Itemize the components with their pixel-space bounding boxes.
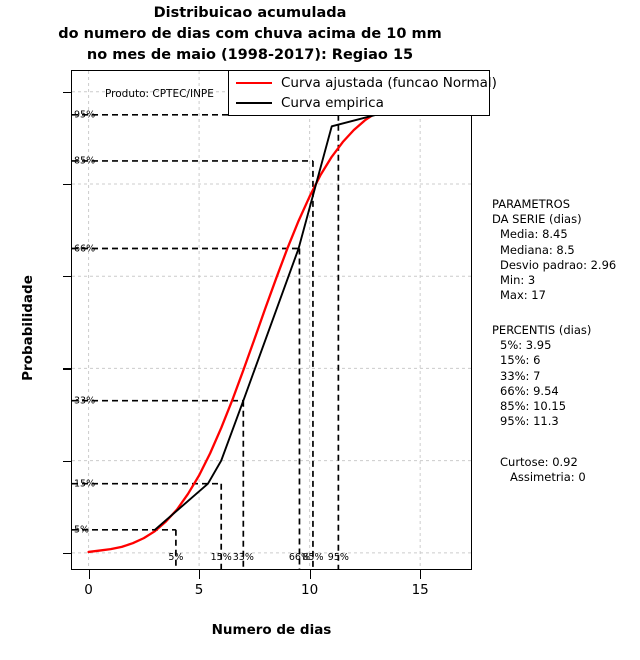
percentile-label-x-5: 5% <box>168 552 184 563</box>
y-axis-title: Probabilidade <box>20 275 36 381</box>
y-tick-mark <box>63 368 71 370</box>
legend-item-fitted: Curva ajustada (funcao Normal) <box>236 73 497 93</box>
parameter-media: Media: 8.45 <box>500 227 568 242</box>
percentiles-block: PERCENTIS (dias) 5%: 3.95 15%: 6 33%: 7 … <box>492 323 591 429</box>
percentile-33: 33%: 7 <box>500 368 541 383</box>
percentile-5: 5%: 3.95 <box>500 338 552 353</box>
y-tick-mark <box>63 91 71 94</box>
percentile-label-y-85: 85% <box>74 155 96 167</box>
percentile-label-y-33: 33% <box>74 395 96 407</box>
percentile-label-y-66: 66% <box>74 243 96 255</box>
x-tick-label: 5 <box>194 582 204 598</box>
x-axis-ticks: 0 5 10 15 <box>0 570 640 610</box>
percentile-66: 66%: 9.54 <box>500 383 559 398</box>
x-tick-mark <box>309 570 311 579</box>
percentile-label-x-33: 33% <box>232 552 254 563</box>
x-tick-label: 15 <box>411 582 429 598</box>
parameters-header-1: PARAMETROS <box>492 197 571 211</box>
percentile-label-x-85: 85% <box>302 552 324 563</box>
percentile-label-y-5: 5% <box>74 524 90 536</box>
extra-stats-block: Curtose: 0.92 Assimetria: 0 <box>500 455 586 485</box>
page-title: Distribuicao acumulada do numero de dias… <box>0 3 500 66</box>
plot-area: 5% 5% 15% 15% 33% 33% 66% 66% 85% 85% 95% 95% <box>71 70 472 570</box>
series-line-empirical <box>153 90 466 531</box>
percentile-95: 95%: 11.3 <box>500 414 559 429</box>
x-tick-mark <box>420 570 422 579</box>
x-tick-mark <box>199 570 201 579</box>
legend-swatch-fitted <box>236 81 272 85</box>
stat-assimetria: Assimetria: 0 <box>510 470 586 485</box>
parameter-desvio-padrao: Desvio padrao: 2.96 <box>500 257 617 272</box>
percentile-85: 85%: 10.15 <box>500 399 567 414</box>
title-line-3: no mes de maio (1998-2017): Regiao 15 <box>86 47 414 63</box>
y-tick-mark <box>63 460 71 462</box>
legend: Curva ajustada (funcao Normal) Curva emp… <box>228 70 497 116</box>
percentile-label-x-66: 66% <box>288 552 311 563</box>
plot-canvas <box>72 71 471 569</box>
parameters-block: PARAMETROS DA SERIE (dias) Media: 8.45 M… <box>492 197 616 303</box>
parameter-mediana: Mediana: 8.5 <box>500 242 575 257</box>
legend-label-fitted: Curva ajustada (funcao Normal) <box>281 75 497 91</box>
legend-label-empirical: Curva empirica <box>281 95 384 111</box>
percentile-label-x-15: 15% <box>210 552 232 563</box>
legend-swatch-empirical <box>236 101 272 105</box>
title-line-1: Distribuicao acumulada <box>153 5 347 21</box>
percentile-label-x-95: 95% <box>327 552 349 563</box>
percentile-label-y-95: 95% <box>74 109 96 121</box>
y-tick-mark <box>63 276 71 278</box>
y-axis-ticks: 0.00.20.40.60.81.0 <box>0 0 71 660</box>
produto-credit: Produto: CPTEC/INPE <box>105 88 214 100</box>
x-axis-title: Numero de dias <box>211 622 332 638</box>
percentile-label-y-15: 15% <box>74 478 96 490</box>
parameter-max: Max: 17 <box>500 288 546 303</box>
title-line-2: do numero de dias com chuva acima de 10 … <box>58 26 442 42</box>
legend-item-empirical: Curva empirica <box>236 93 384 113</box>
stat-curtose: Curtose: 0.92 <box>500 455 578 469</box>
percentile-15: 15%: 6 <box>500 353 541 368</box>
parameters-header-2: DA SERIE (dias) <box>492 212 582 227</box>
x-tick-label: 0 <box>84 582 93 598</box>
x-tick-mark <box>88 570 90 579</box>
y-tick-mark <box>63 552 71 555</box>
y-tick-mark <box>63 183 71 186</box>
percentiles-header: PERCENTIS (dias) <box>492 323 592 337</box>
x-tick-label: 10 <box>301 582 319 598</box>
parameter-min: Min: 3 <box>500 273 536 288</box>
